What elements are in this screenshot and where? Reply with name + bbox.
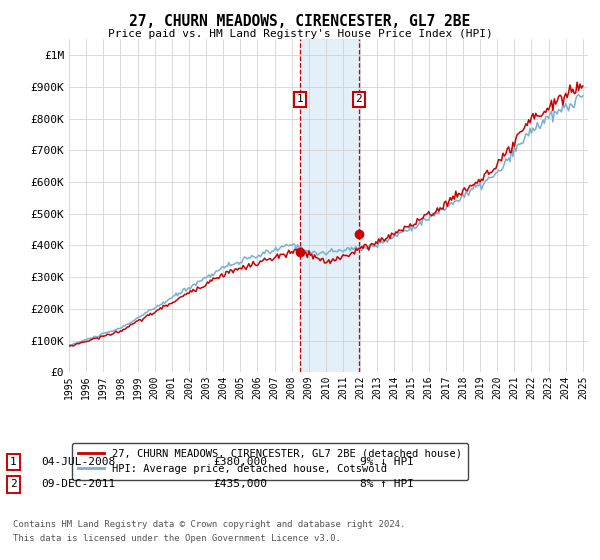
Text: Contains HM Land Registry data © Crown copyright and database right 2024.: Contains HM Land Registry data © Crown c… [13, 520, 406, 529]
Text: 09-DEC-2011: 09-DEC-2011 [41, 479, 115, 489]
Text: £435,000: £435,000 [213, 479, 267, 489]
Text: 9% ↓ HPI: 9% ↓ HPI [360, 457, 414, 467]
Bar [300, 39, 359, 372]
Text: 27, CHURN MEADOWS, CIRENCESTER, GL7 2BE: 27, CHURN MEADOWS, CIRENCESTER, GL7 2BE [130, 14, 470, 29]
Text: £380,000: £380,000 [213, 457, 267, 467]
Text: 8% ↑ HPI: 8% ↑ HPI [360, 479, 414, 489]
Text: Price paid vs. HM Land Registry's House Price Index (HPI): Price paid vs. HM Land Registry's House … [107, 29, 493, 39]
Text: 1: 1 [297, 95, 304, 105]
Text: 1: 1 [10, 457, 17, 467]
Text: This data is licensed under the Open Government Licence v3.0.: This data is licensed under the Open Gov… [13, 534, 341, 543]
Text: 2: 2 [355, 95, 362, 105]
Text: 04-JUL-2008: 04-JUL-2008 [41, 457, 115, 467]
Text: 2: 2 [10, 479, 17, 489]
Legend: 27, CHURN MEADOWS, CIRENCESTER, GL7 2BE (detached house), HPI: Average price, de: 27, CHURN MEADOWS, CIRENCESTER, GL7 2BE … [71, 442, 469, 480]
